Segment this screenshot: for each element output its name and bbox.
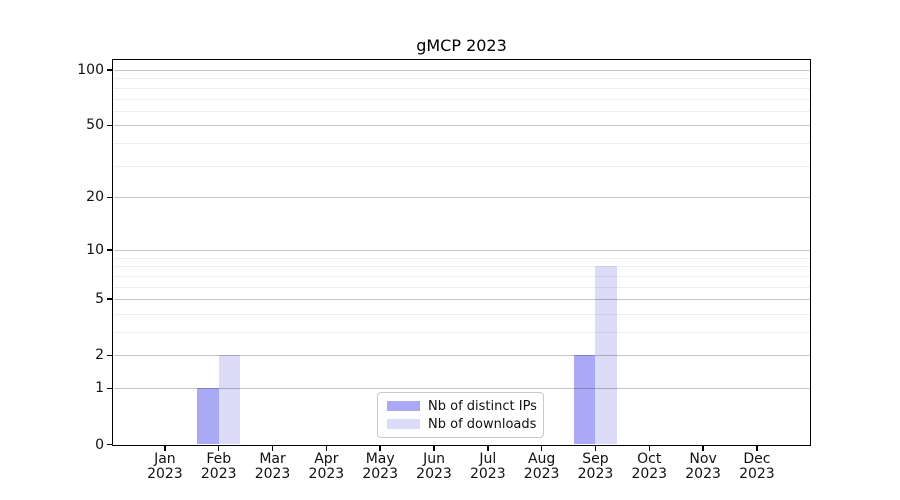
x-tick-label: Dec 2023 xyxy=(739,451,775,482)
y-tick-label: 10 xyxy=(86,241,104,258)
x-tick-mark xyxy=(164,446,166,451)
legend-item-downloads: Nb of downloads xyxy=(387,417,543,432)
legend-label: Nb of downloads xyxy=(428,416,537,432)
x-tick-label: Jan 2023 xyxy=(147,451,183,482)
bar-distinct-ips xyxy=(197,388,219,445)
x-tick-label: Apr 2023 xyxy=(308,451,345,482)
x-tick-label: Oct 2023 xyxy=(631,451,668,482)
x-tick-label: May 2023 xyxy=(362,451,398,482)
x-tick-mark xyxy=(379,446,381,451)
y-tick-label: 1 xyxy=(95,380,104,397)
y-tick-mark xyxy=(107,354,113,357)
y-tick-label: 100 xyxy=(77,62,104,78)
bar-downloads xyxy=(218,355,241,445)
legend: Nb of distinct IPs Nb of downloads xyxy=(377,392,544,438)
bar-downloads xyxy=(595,266,617,445)
x-tick-mark xyxy=(487,446,489,451)
y-tick-label: 0 xyxy=(95,436,104,453)
y-tick-mark xyxy=(107,249,113,251)
legend-swatch xyxy=(387,419,420,429)
legend-swatch xyxy=(387,401,420,411)
x-tick-mark xyxy=(648,446,651,451)
y-tick-label: 5 xyxy=(95,291,104,308)
chart-title: gMCP 2023 xyxy=(416,36,507,55)
x-tick-mark xyxy=(433,446,435,451)
x-tick-label: Nov 2023 xyxy=(685,451,721,482)
x-tick-label: Mar 2023 xyxy=(254,451,291,482)
y-tick-mark xyxy=(107,387,113,389)
x-tick-label: Sep 2023 xyxy=(577,451,614,482)
y-tick-mark xyxy=(107,69,113,71)
y-tick-label: 50 xyxy=(86,117,104,134)
x-tick-mark xyxy=(217,446,220,451)
x-tick-label: Jul 2023 xyxy=(469,451,506,482)
y-tick-label: 2 xyxy=(95,347,104,364)
x-tick-mark xyxy=(756,446,758,451)
bar-distinct-ips xyxy=(573,355,596,445)
y-tick-mark xyxy=(107,124,113,127)
y-tick-mark xyxy=(107,298,113,300)
x-tick-mark xyxy=(325,446,328,451)
legend-label: Nb of distinct IPs xyxy=(428,398,537,414)
y-tick-mark xyxy=(107,196,113,199)
x-tick-mark xyxy=(594,446,597,451)
legend-item-distinct-ips: Nb of distinct IPs xyxy=(387,399,543,414)
x-tick-label: Jun 2023 xyxy=(416,451,452,482)
y-tick-label: 20 xyxy=(86,189,104,206)
x-tick-mark xyxy=(702,446,704,451)
x-tick-label: Aug 2023 xyxy=(523,451,560,482)
x-tick-mark xyxy=(271,446,274,451)
x-tick-label: Feb 2023 xyxy=(200,451,237,482)
x-tick-mark xyxy=(540,446,543,451)
y-tick-mark xyxy=(107,443,113,446)
